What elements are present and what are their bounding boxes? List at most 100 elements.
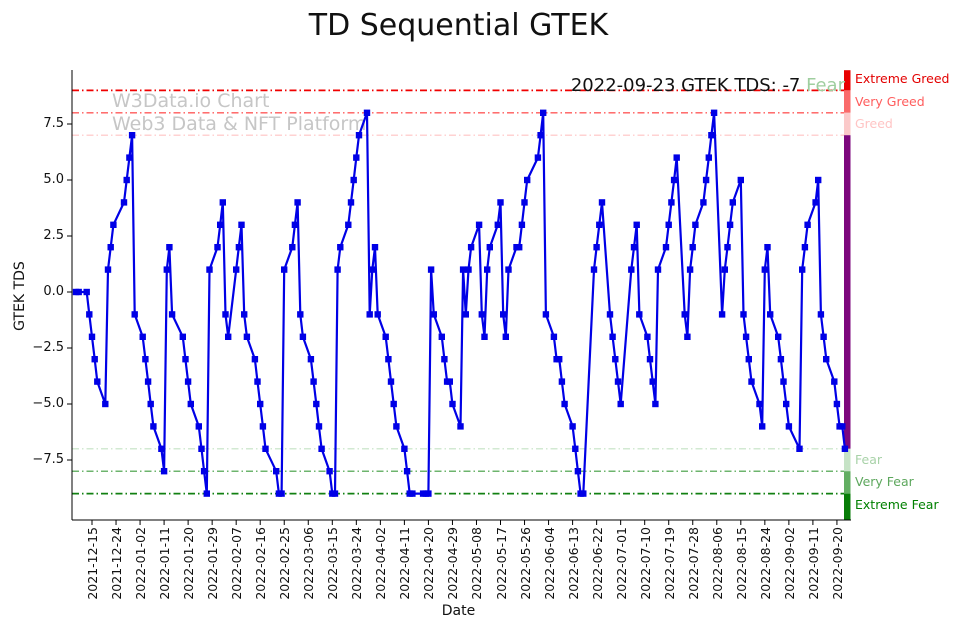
tds-marker	[500, 311, 507, 318]
tds-marker	[225, 333, 232, 340]
tds-marker	[238, 221, 245, 228]
tds-marker	[630, 244, 638, 251]
tds-marker	[297, 311, 304, 318]
tds-marker	[235, 244, 243, 251]
tds-marker	[110, 221, 117, 228]
tds-marker	[475, 221, 483, 228]
tds-marker	[692, 221, 699, 228]
tds-marker	[742, 333, 750, 340]
x-tick-label: 2022-05-17	[493, 527, 509, 600]
tds-marker	[761, 266, 768, 273]
tds-marker	[745, 356, 752, 363]
tds-marker	[700, 199, 707, 206]
tds-marker	[294, 199, 301, 206]
tds-marker	[817, 311, 825, 318]
tds-marker	[612, 356, 619, 363]
sentiment-colorbar-segment	[844, 70, 851, 91]
tds-marker	[219, 199, 226, 206]
tds-marker	[569, 423, 576, 430]
tds-marker	[617, 400, 624, 408]
tds-marker	[345, 221, 352, 228]
tds-marker	[315, 423, 323, 430]
tds-marker	[644, 333, 651, 340]
tds-marker	[783, 400, 790, 408]
tds-marker	[403, 468, 411, 475]
tds-marker	[457, 423, 464, 430]
y-tick-label: −7.5	[32, 452, 64, 467]
sentiment-colorbar-segment	[844, 471, 851, 494]
tds-marker	[494, 221, 501, 228]
zone-label-extreme-greed: Extreme Greed	[855, 71, 950, 87]
tds-marker	[462, 311, 469, 318]
x-tick-label: 2022-03-15	[325, 527, 341, 600]
tds-marker	[241, 311, 248, 318]
tds-marker	[355, 132, 363, 139]
tds-marker	[614, 378, 622, 385]
tds-marker	[382, 333, 389, 340]
tds-marker	[139, 333, 146, 340]
tds-marker	[214, 244, 221, 251]
tds-marker	[767, 311, 774, 318]
tds-marker	[83, 288, 90, 296]
x-tick-label: 2021-12-15	[85, 527, 100, 600]
y-tick-label: −5.0	[32, 396, 64, 411]
tds-marker	[505, 266, 512, 273]
x-tick-label: 2022-09-11	[805, 527, 821, 600]
tds-marker	[665, 221, 672, 228]
chart-title: TD Sequential GTEK	[308, 8, 609, 43]
x-tick-label: 2022-04-29	[445, 527, 461, 600]
tds-marker	[147, 400, 154, 408]
tds-marker	[102, 400, 109, 408]
tds-marker	[633, 221, 640, 228]
tds-marker	[729, 199, 736, 206]
tds-marker	[142, 356, 149, 363]
x-tick-label: 2022-01-02	[133, 527, 149, 600]
tds-marker	[668, 199, 675, 206]
tds-marker	[574, 468, 582, 475]
tds-marker	[120, 199, 128, 206]
tds-marker	[689, 244, 696, 251]
y-tick-label: −2.5	[32, 340, 64, 355]
tds-marker	[708, 132, 715, 139]
tds-marker	[833, 400, 841, 408]
watermark-line2: Web3 Data & NFT Platform	[112, 113, 367, 135]
tds-marker	[107, 244, 114, 251]
sentiment-colorbar-segment	[844, 90, 851, 113]
tds-marker	[259, 423, 267, 430]
tds-marker	[556, 356, 563, 363]
x-tick-label: 2022-01-29	[205, 527, 221, 600]
tds-marker	[187, 400, 194, 408]
tds-marker	[561, 400, 568, 408]
tds-marker	[652, 400, 659, 408]
tds-marker	[441, 356, 448, 363]
x-tick-label: 2022-02-16	[253, 527, 269, 600]
x-tick-label: 2022-07-10	[637, 527, 653, 600]
x-tick-label: 2022-01-11	[157, 527, 173, 600]
tds-marker	[636, 311, 643, 318]
tds-marker	[310, 378, 317, 385]
tds-marker	[374, 311, 381, 318]
tds-marker	[841, 445, 849, 452]
tds-marker	[558, 378, 566, 385]
tds-marker	[710, 109, 718, 116]
x-tick-label: 2022-08-06	[709, 527, 725, 600]
tds-marker	[580, 490, 587, 497]
tds-marker	[606, 311, 614, 318]
tds-marker	[764, 244, 771, 251]
tds-marker	[780, 378, 787, 385]
x-tick-label: 2022-02-07	[229, 527, 245, 600]
tds-marker	[104, 266, 112, 273]
tds-marker	[331, 490, 339, 497]
x-tick-label: 2022-08-24	[757, 527, 773, 600]
tds-marker	[756, 400, 763, 408]
tds-marker	[166, 244, 173, 251]
x-tick-label: 2022-06-04	[541, 527, 557, 600]
tds-marker	[721, 266, 728, 273]
tds-marker	[262, 445, 269, 452]
tds-marker	[718, 311, 726, 318]
tds-marker	[425, 490, 432, 497]
watermark-line1: W3Data.io Chart	[112, 90, 270, 112]
sentiment-colorbar-segment	[844, 448, 851, 472]
